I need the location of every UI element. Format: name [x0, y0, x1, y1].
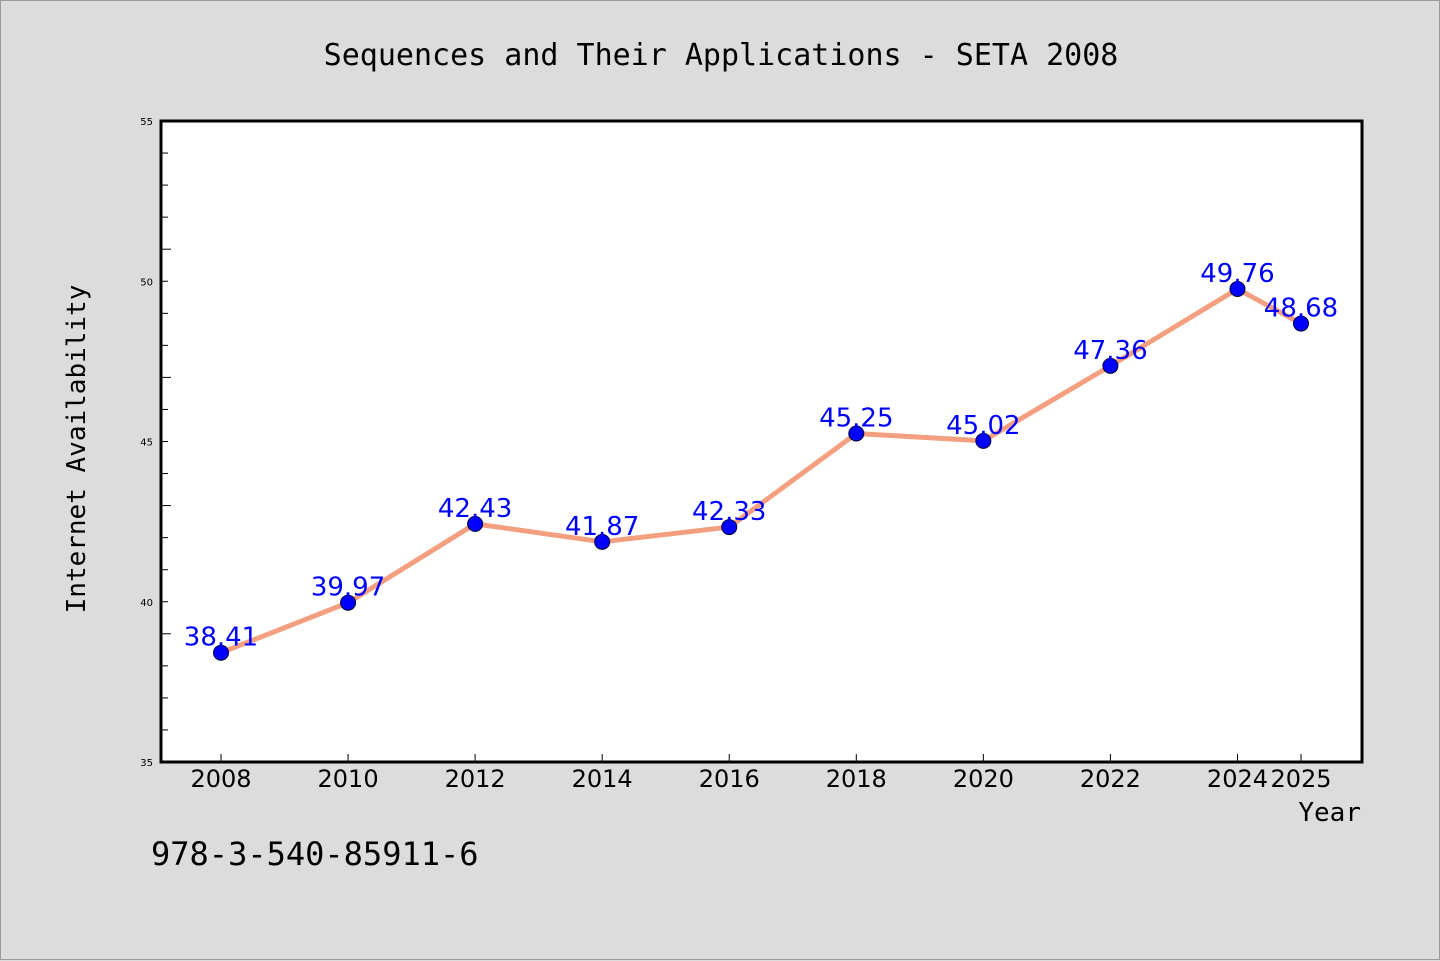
- data-point: [721, 519, 738, 536]
- y-tick-label: 40: [140, 598, 153, 609]
- data-label: 49.76: [1200, 259, 1274, 289]
- data-label: 41.87: [565, 512, 639, 542]
- isbn-text: 978-3-540-85911-6: [151, 835, 479, 873]
- plot-area: [159, 119, 1364, 764]
- y-axis-label: Internet Availability: [62, 285, 92, 614]
- y-axis-ticks: 35 40 45 50 55: [140, 117, 171, 769]
- data-label: 45.02: [946, 411, 1020, 441]
- x-tick-label: 2012: [445, 765, 506, 793]
- x-tick-label: 2008: [190, 765, 251, 793]
- data-point: [1102, 357, 1119, 374]
- x-tick-label: 2024: [1207, 765, 1268, 793]
- x-tick-label: 2010: [318, 765, 379, 793]
- series-layer: 38.41 39.97 42.43 41.87 42.33 45.25 45.02 47.36…: [184, 259, 1338, 661]
- y-tick-label: 45: [140, 438, 153, 449]
- x-tick-label: 2022: [1080, 765, 1141, 793]
- data-point: [1293, 315, 1309, 332]
- data-point: [1229, 280, 1246, 297]
- x-tick-label: 2016: [699, 765, 760, 793]
- x-axis-ticks: 2008 2010 2012 2014 2016 2018 2020 2022 2024 2025: [190, 754, 1332, 793]
- x-tick-label: 2020: [953, 765, 1014, 793]
- data-label: 38.41: [184, 623, 258, 653]
- data-label: 42.33: [692, 497, 766, 527]
- data-label: 48.68: [1264, 294, 1338, 324]
- y-tick-label: 50: [140, 277, 153, 288]
- data-point: [594, 533, 611, 550]
- series-line: [218, 286, 1304, 656]
- x-axis-label: Year: [1298, 798, 1361, 828]
- data-point: [975, 432, 992, 449]
- y-tick-label: 55: [140, 117, 153, 128]
- data-label: 39.97: [311, 573, 385, 603]
- data-point: [213, 644, 229, 661]
- data-label: 42.43: [438, 494, 512, 524]
- data-point: [467, 515, 484, 532]
- x-tick-label: 2018: [826, 765, 887, 793]
- data-label: 47.36: [1073, 336, 1147, 366]
- y-tick-label: 35: [140, 758, 153, 769]
- data-label: 45.25: [819, 403, 893, 433]
- data-point: [340, 594, 357, 611]
- data-point: [848, 425, 865, 442]
- x-tick-label: 2025: [1270, 765, 1331, 793]
- x-tick-label: 2014: [572, 765, 633, 793]
- chart-title: Sequences and Their Applications - SETA …: [324, 38, 1119, 73]
